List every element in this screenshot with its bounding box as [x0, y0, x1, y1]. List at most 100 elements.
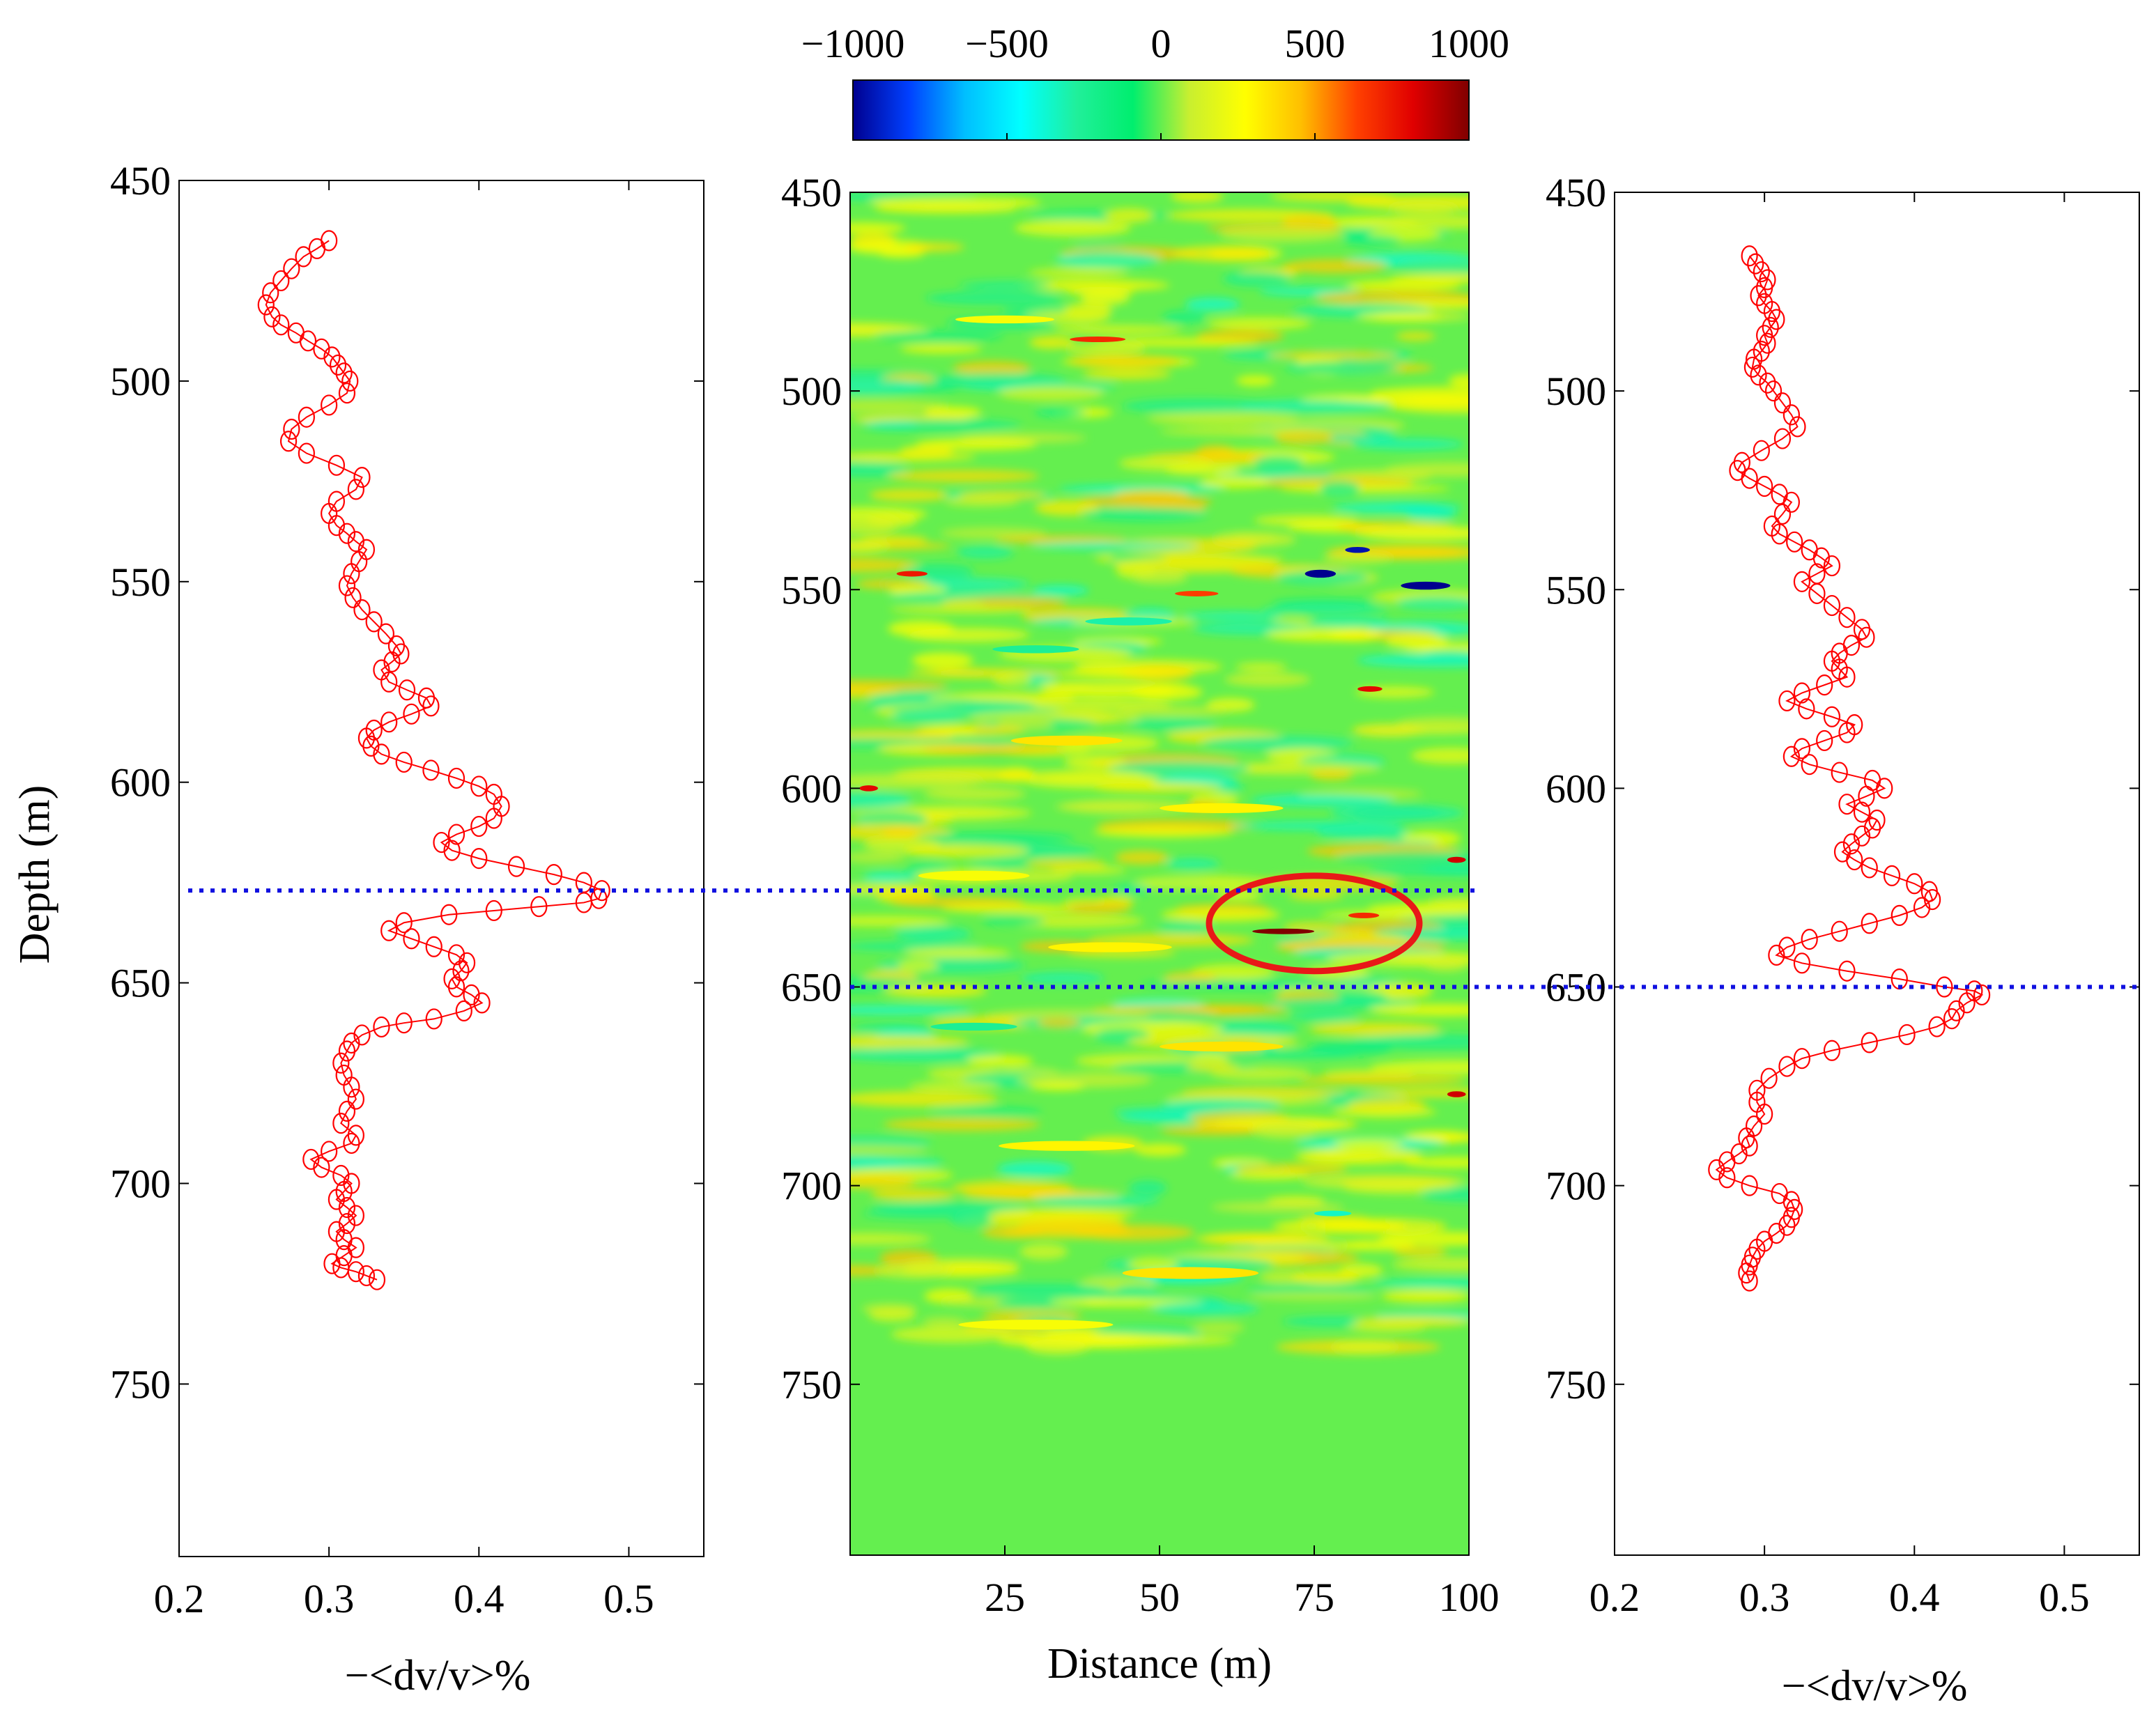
heatmap-anomaly: [930, 1022, 1017, 1031]
data-point: [458, 952, 476, 973]
y-tick-label: 650: [781, 965, 842, 1010]
heatmap-streak: [1309, 769, 1353, 781]
heatmap-streak: [850, 539, 891, 553]
x-tick-label: 0.5: [603, 1576, 654, 1621]
heatmap-streak: [1235, 375, 1275, 387]
data-point: [357, 1265, 376, 1287]
heatmap-streak: [875, 1263, 952, 1279]
heatmap-streak: [1147, 412, 1300, 426]
heatmap-streak: [1238, 399, 1390, 413]
heatmap-streak: [850, 1005, 972, 1015]
heatmap-streak: [1291, 1269, 1361, 1285]
heatmap-streak: [1252, 1122, 1318, 1139]
heatmap-streak: [1035, 408, 1086, 417]
heatmap-streak: [1354, 725, 1469, 735]
heatmap-streak: [1157, 921, 1212, 934]
data-point: [1823, 594, 1841, 617]
data-point: [377, 623, 394, 644]
heatmap-streak: [1207, 317, 1311, 330]
heatmap-streak: [1140, 980, 1314, 989]
heatmap-streak: [1093, 826, 1234, 838]
data-point: [1741, 1270, 1758, 1292]
heatmap-streak: [1388, 203, 1458, 215]
data-point: [341, 370, 359, 392]
heatmap-streak: [881, 826, 919, 838]
x-tick-label: 0.3: [304, 1576, 355, 1621]
data-point: [1793, 571, 1811, 592]
anomaly-ellipse: [1206, 872, 1423, 975]
data-point: [1718, 1151, 1736, 1173]
heatmap-streak: [1035, 500, 1099, 516]
heatmap-streak: [1352, 805, 1440, 821]
data-point: [332, 1052, 350, 1074]
heatmap-texture: [850, 192, 1469, 1355]
colorbar-tick-label: 500: [1285, 21, 1346, 66]
data-point: [1745, 348, 1763, 370]
heatmap-streak: [956, 546, 1014, 559]
data-point: [373, 743, 390, 765]
heatmap-streak: [1319, 480, 1360, 497]
data-point: [262, 282, 279, 304]
heatmap-streak: [1199, 476, 1272, 489]
data-point: [1823, 1040, 1841, 1061]
heatmap-streak: [1063, 755, 1127, 769]
heatmap-streak: [1114, 850, 1169, 865]
data-point: [1741, 1135, 1758, 1157]
y-tick-label: 450: [781, 170, 842, 215]
heatmap-anomaly: [918, 870, 1030, 881]
heatmap-anomaly: [1401, 581, 1451, 590]
data-point: [1831, 920, 1848, 942]
data-point: [1753, 440, 1770, 461]
data-point: [1861, 857, 1878, 879]
heatmap-streak: [1020, 971, 1104, 985]
data-point: [1778, 1056, 1796, 1077]
data-point: [1924, 888, 1941, 911]
data-point: [1718, 1167, 1736, 1189]
data-point: [1786, 531, 1803, 553]
data-point: [1763, 300, 1780, 323]
heatmap-streak: [1028, 268, 1129, 278]
series-line: [265, 240, 603, 1281]
right-profile-series: [1708, 245, 1991, 1292]
heatmap-streak: [959, 281, 1052, 290]
data-point: [299, 330, 317, 352]
heatmap-streak: [1160, 1126, 1266, 1136]
data-point: [1793, 952, 1811, 974]
data-point: [1863, 817, 1881, 839]
data-point: [1853, 619, 1871, 640]
heatmap-anomaly: [999, 1141, 1135, 1151]
heatmap-streak: [908, 1081, 999, 1091]
data-point: [1861, 913, 1878, 934]
heatmap-anomaly: [1304, 569, 1337, 578]
heatmap-streak: [1381, 1290, 1469, 1303]
heatmap-streak: [900, 344, 983, 354]
data-point: [323, 1253, 341, 1274]
heatmap-streak: [1128, 1180, 1167, 1196]
heatmap-streak: [1280, 484, 1451, 493]
data-point: [1838, 794, 1856, 815]
heatmap-streak: [850, 378, 925, 396]
heatmap-streak: [1081, 507, 1209, 521]
data-point: [1741, 468, 1758, 489]
data-point: [1846, 849, 1863, 871]
data-point: [422, 759, 440, 781]
left-plot-frame: [178, 180, 704, 1557]
data-point: [1750, 285, 1767, 307]
colorbar-ticks: −1000 −500 0 500 1000: [801, 21, 1509, 140]
heatmap-streak: [1180, 611, 1284, 620]
data-point: [1741, 245, 1758, 267]
heatmap-streak: [1080, 291, 1130, 306]
left-profile-series: [257, 230, 610, 1290]
heatmap-streak: [1014, 219, 1132, 237]
data-point: [1743, 356, 1762, 378]
heatmap-streak: [902, 844, 1029, 858]
heatmap-streak: [850, 399, 949, 412]
data-point: [425, 936, 442, 957]
data-point: [1768, 309, 1785, 330]
data-point: [1842, 833, 1861, 855]
heatmap-streak: [1202, 735, 1355, 751]
data-point: [1906, 873, 1923, 895]
data-point: [447, 824, 465, 845]
heatmap-streak: [1022, 699, 1171, 711]
